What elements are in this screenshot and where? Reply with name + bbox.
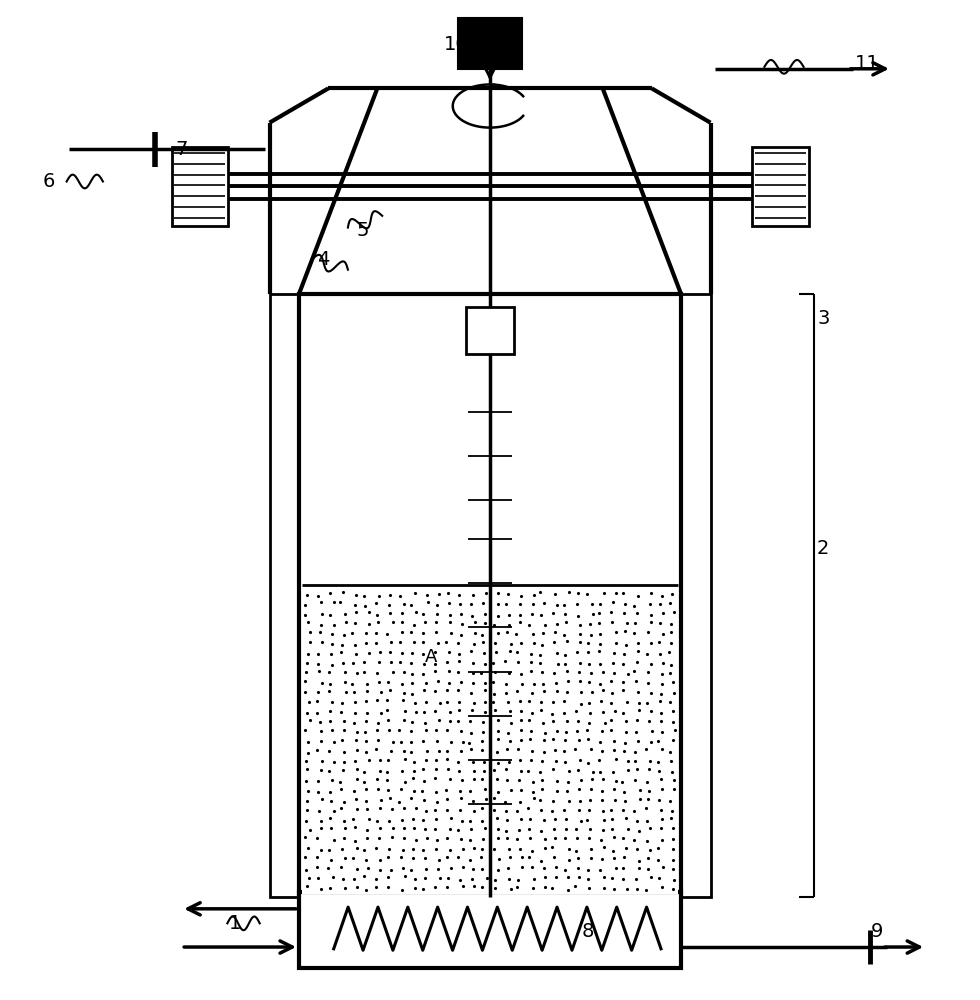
Bar: [299, 892, 681, 968]
Bar: [752, 147, 808, 226]
Bar: [302, 585, 678, 894]
Text: 1: 1: [229, 914, 241, 933]
Text: 10: 10: [443, 35, 468, 54]
Text: A: A: [425, 648, 437, 666]
Bar: [270, 294, 710, 897]
Bar: [466, 307, 514, 354]
Text: 2: 2: [817, 540, 829, 558]
Text: 8: 8: [582, 922, 594, 941]
Text: 9: 9: [871, 922, 883, 941]
Text: 3: 3: [817, 309, 829, 328]
Text: 7: 7: [175, 140, 187, 159]
Text: 4: 4: [318, 250, 329, 269]
Bar: [172, 147, 228, 226]
Text: 11: 11: [855, 54, 880, 73]
Bar: [459, 18, 521, 69]
Text: 6: 6: [43, 172, 55, 191]
Bar: [299, 294, 681, 897]
Text: 5: 5: [357, 221, 368, 240]
